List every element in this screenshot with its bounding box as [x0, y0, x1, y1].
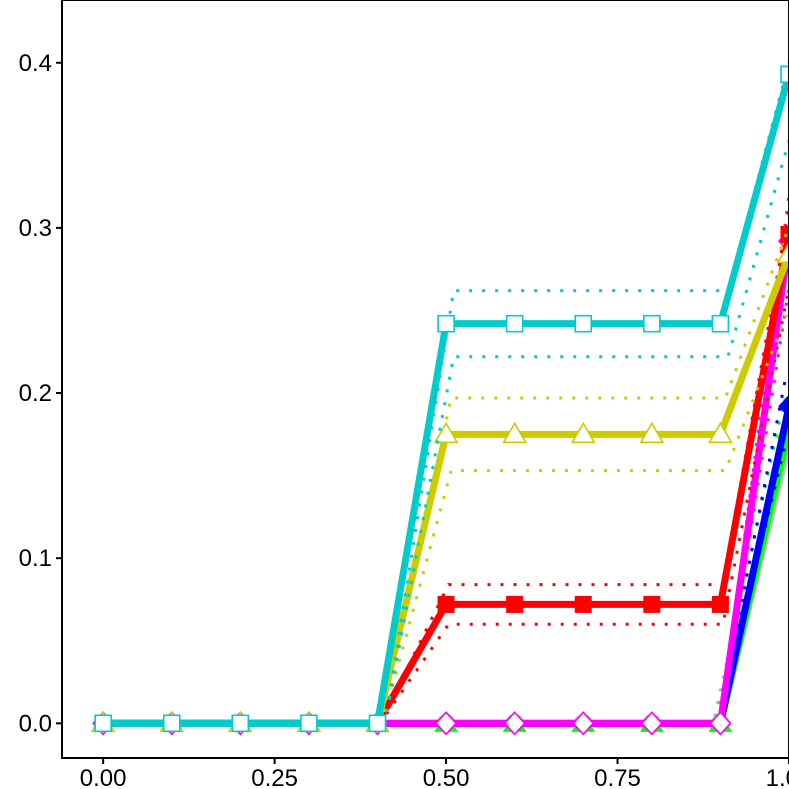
series-5-point	[708, 421, 733, 444]
x-tick-label: 0.75	[594, 765, 641, 789]
series-6-point	[780, 65, 789, 84]
axis-layer: 0.00 0.25 0.50 0.75 1.00 0.0 0.1 0.2 0.3 0.4	[19, 50, 789, 789]
series-4-point	[574, 595, 592, 613]
series-6-point	[368, 714, 387, 733]
series-4-upper-band	[105, 200, 789, 725]
series-6-point	[437, 314, 455, 333]
series-3-point	[572, 711, 595, 736]
series-3-line	[103, 240, 789, 727]
series-6-point	[231, 714, 250, 733]
series-2-lower-band	[100, 438, 788, 725]
series-2	[92, 372, 789, 736]
plot-frame	[61, 0, 789, 759]
y-tick-label: 0.0	[19, 710, 52, 737]
series-5-point	[639, 421, 665, 444]
series-layer	[90, 56, 789, 736]
x-tick-label: 0.00	[80, 765, 127, 789]
series-4-point	[643, 595, 661, 613]
series-4-line	[103, 233, 789, 727]
series-5-lower-band	[108, 304, 789, 725]
series-4-point	[437, 595, 455, 613]
series-2-point	[778, 394, 789, 418]
y-tick-label: 0.2	[19, 380, 52, 407]
series-1-lower-band	[98, 460, 786, 725]
series-6-point	[505, 314, 524, 333]
series-6-lower-band	[110, 134, 789, 725]
x-tick-label: 0.25	[251, 765, 298, 789]
series-5	[90, 222, 789, 733]
series-4-lower-band	[105, 279, 789, 725]
series-2-line	[103, 405, 789, 727]
y-tick-label: 0.4	[19, 50, 52, 77]
y-tick-label: 0.3	[19, 215, 52, 242]
series-4-point	[506, 595, 524, 613]
series-5-point	[433, 421, 459, 444]
series-5-point	[570, 421, 596, 444]
series-3-point	[434, 711, 458, 736]
series-6-point	[162, 714, 181, 733]
series-6-point	[574, 314, 593, 333]
series-3-point	[709, 711, 732, 736]
x-tick-label: 1.00	[766, 765, 789, 789]
series-5-point	[502, 421, 528, 444]
series-6-point	[94, 714, 112, 733]
series-3-lower-band	[103, 287, 789, 725]
series-2-upper-band	[100, 372, 788, 725]
series-6	[94, 56, 789, 733]
y-tick-label: 0.1	[19, 545, 52, 572]
series-4-point	[711, 595, 729, 613]
series-1-line	[103, 428, 789, 727]
series-3-upper-band	[103, 194, 789, 725]
series-5-point	[776, 241, 789, 264]
series-5-upper-band	[108, 222, 789, 725]
series-6-point	[300, 714, 318, 733]
series-6-point	[711, 314, 730, 333]
x-tick-label: 0.50	[423, 765, 470, 789]
series-3-point	[640, 711, 663, 736]
series-6-point	[643, 314, 661, 333]
series-3-point	[503, 711, 526, 736]
